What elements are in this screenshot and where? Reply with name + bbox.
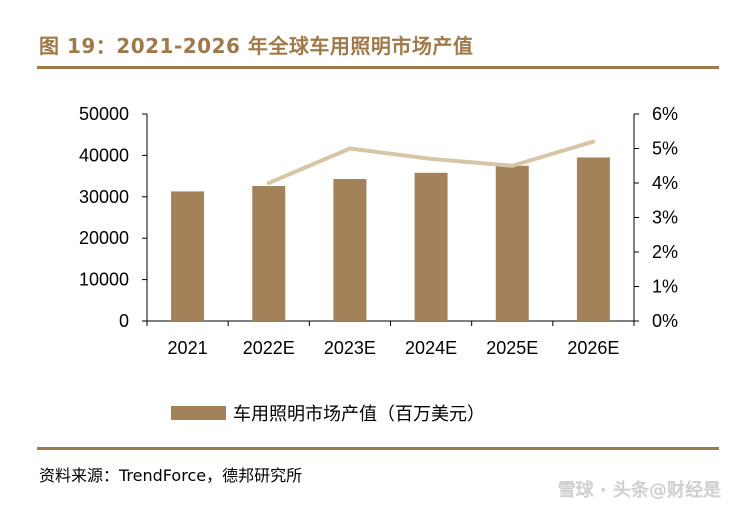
y-right-tick-label: 3% — [652, 208, 678, 228]
source-note: 资料来源：TrendForce，德邦研究所 — [39, 466, 303, 485]
y-left-tick-label: 30000 — [79, 187, 129, 207]
y-left-tick-label: 50000 — [79, 104, 129, 124]
x-tick-label: 2023E — [324, 338, 376, 358]
y-right-tick-label: 6% — [652, 104, 678, 124]
x-tick-label: 2026E — [567, 338, 619, 358]
x-tick-label: 2021 — [168, 338, 208, 358]
footer-divider — [37, 447, 719, 450]
bar — [333, 178, 367, 321]
title-divider — [37, 66, 719, 69]
bar — [576, 157, 610, 321]
watermark: 雪球 · 头条@财经是 — [557, 480, 721, 501]
y-left-tick-label: 10000 — [79, 270, 129, 290]
legend-swatch — [171, 406, 226, 420]
x-tick-label: 2022E — [243, 338, 295, 358]
y-right-tick-label: 0% — [652, 311, 678, 331]
legend-label: 车用照明市场产值（百万美元） — [233, 404, 485, 424]
y-right-tick-label: 1% — [652, 277, 678, 297]
x-tick-label: 2025E — [486, 338, 538, 358]
y-right-tick-label: 4% — [652, 173, 678, 193]
figure-title: 图 19：2021-2026 年全球车用照明市场产值 — [39, 34, 474, 58]
y-right-tick-label: 5% — [652, 139, 678, 159]
bar — [495, 165, 529, 321]
bar — [252, 186, 286, 321]
y-left-tick-label: 40000 — [79, 145, 129, 165]
bar — [171, 191, 205, 321]
bar — [414, 172, 448, 321]
x-tick-label: 2024E — [405, 338, 457, 358]
y-right-tick-label: 2% — [652, 242, 678, 262]
y-left-tick-label: 20000 — [79, 228, 129, 248]
y-left-tick-label: 0 — [119, 311, 129, 331]
